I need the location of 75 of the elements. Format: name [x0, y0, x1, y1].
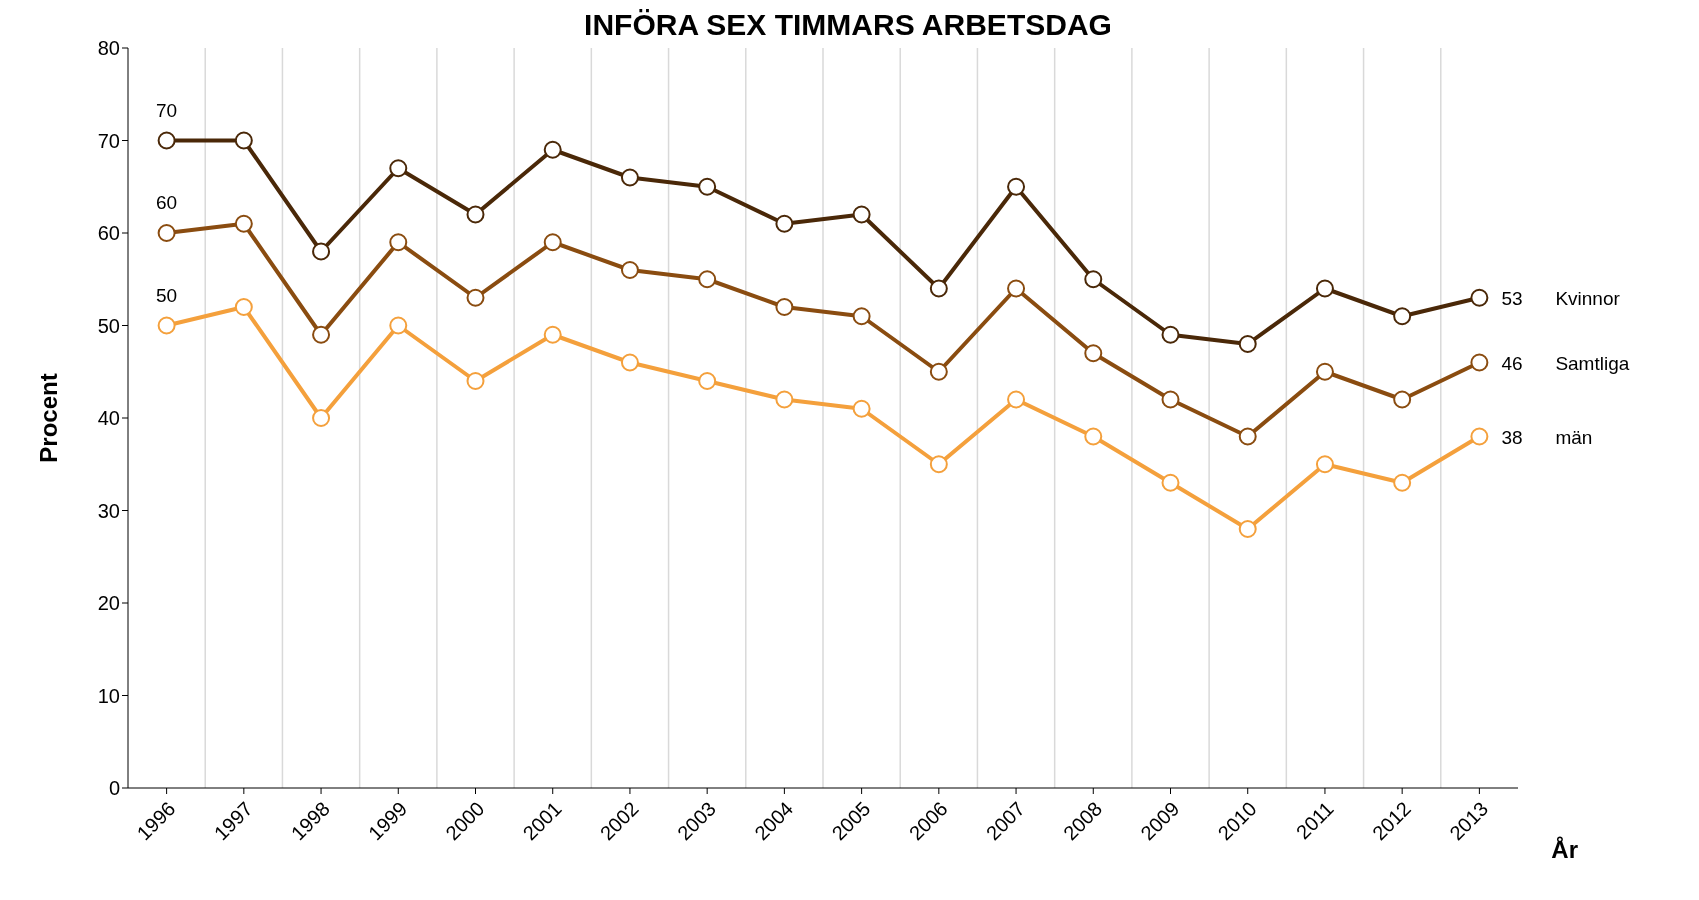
point	[1007, 279, 1026, 298]
point	[312, 242, 331, 261]
point	[929, 455, 948, 474]
point	[698, 372, 717, 390]
point	[234, 131, 253, 150]
point	[620, 261, 639, 279]
y-tick-label: 0	[108, 777, 120, 800]
y-tick-label: 70	[97, 129, 120, 152]
point	[1161, 390, 1180, 409]
y-tick-label: 80	[97, 37, 120, 60]
point	[543, 233, 562, 252]
y-tick-label: 20	[97, 592, 120, 615]
point	[775, 214, 794, 233]
point	[1238, 427, 1257, 446]
data-label: 46	[1501, 352, 1523, 374]
point	[389, 233, 408, 252]
point	[1315, 362, 1334, 381]
point	[1007, 390, 1026, 409]
point	[234, 298, 253, 316]
point	[775, 298, 794, 316]
point	[157, 224, 176, 242]
point	[466, 205, 485, 224]
point	[1084, 270, 1103, 289]
point	[1161, 325, 1180, 344]
data-label: 70	[156, 99, 178, 121]
point	[775, 390, 794, 409]
point	[698, 177, 717, 196]
point	[157, 316, 176, 335]
point	[852, 307, 871, 326]
point	[1084, 427, 1103, 446]
point	[1393, 390, 1412, 409]
point	[466, 288, 485, 307]
data-label: 60	[156, 192, 178, 213]
y-tick-label: 40	[97, 407, 120, 430]
point	[1007, 177, 1026, 196]
text: Samtliga	[1555, 352, 1630, 374]
point	[389, 159, 408, 178]
text: män	[1555, 426, 1593, 448]
point	[1470, 288, 1489, 307]
text: Kvinnor	[1555, 287, 1621, 309]
y-axis-title: Procent	[34, 373, 62, 463]
point	[929, 362, 948, 381]
point	[312, 409, 331, 427]
y-tick-label: 50	[97, 314, 120, 337]
data-label: 38	[1501, 426, 1523, 448]
point	[620, 168, 639, 187]
y-tick-label: 60	[97, 222, 120, 245]
point	[543, 140, 562, 159]
point	[698, 270, 717, 289]
point	[852, 205, 871, 224]
point	[1315, 455, 1334, 474]
point	[852, 399, 871, 418]
point	[1084, 344, 1103, 363]
point	[466, 372, 485, 390]
point	[1161, 473, 1180, 492]
point	[1393, 307, 1412, 326]
data-label: 50	[156, 284, 178, 306]
point	[234, 214, 253, 233]
point	[1238, 520, 1257, 538]
point	[1315, 279, 1334, 298]
y-tick-label: 30	[97, 499, 120, 522]
point	[1238, 335, 1257, 353]
x-axis-title: År	[1551, 836, 1578, 863]
point	[1393, 473, 1412, 492]
point	[1470, 353, 1489, 372]
point	[157, 131, 176, 150]
point	[389, 316, 408, 335]
chart-title: INFÖRA SEX TIMMARS ARBETSDAG	[584, 8, 1112, 41]
point	[620, 353, 639, 372]
point	[543, 325, 562, 344]
point	[1470, 427, 1489, 446]
y-tick-label: 10	[97, 684, 120, 707]
data-label: 53	[1501, 287, 1523, 309]
point	[929, 279, 948, 298]
point	[312, 325, 331, 344]
